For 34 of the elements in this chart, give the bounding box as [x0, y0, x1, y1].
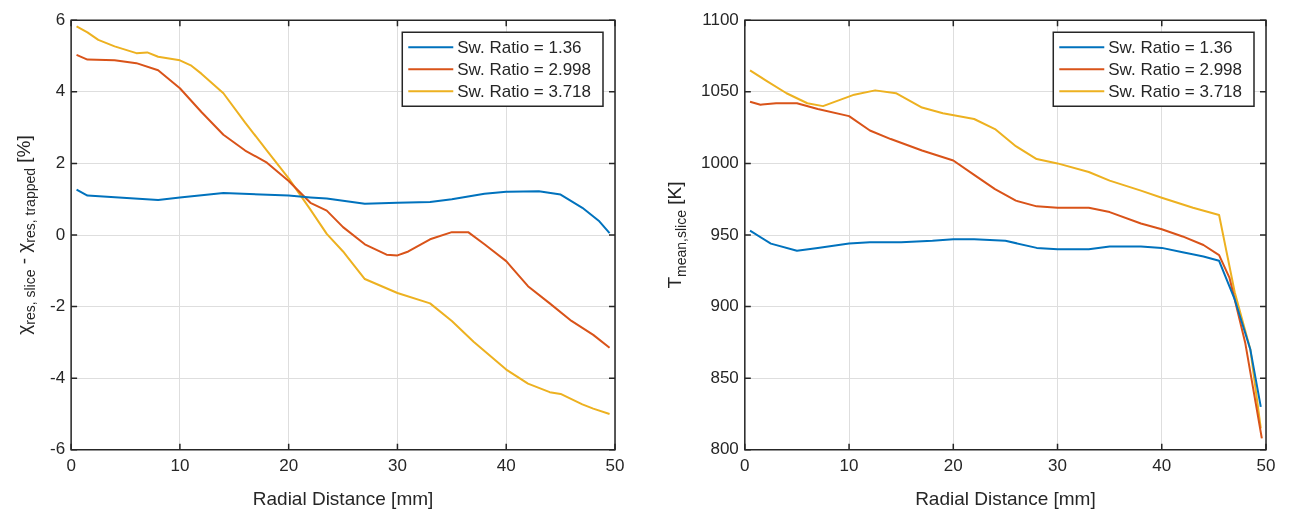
- x-axis-title: Radial Distance [mm]: [915, 487, 1096, 509]
- x-tick-label: 40: [496, 455, 516, 475]
- x-tick-label: 30: [1048, 455, 1067, 475]
- legend-label: Sw. Ratio = 2.998: [457, 59, 592, 79]
- legend-label: Sw. Ratio = 2.998: [1108, 59, 1243, 79]
- y-tick-label: 0: [55, 224, 66, 244]
- y-tick-label: 800: [710, 439, 739, 459]
- y-axis-title: Tmean,slice [K]: [664, 181, 689, 289]
- y-tick-label: -2: [49, 296, 66, 316]
- y-tick-label: 1000: [700, 153, 739, 173]
- legend-label: Sw. Ratio = 3.718: [457, 81, 592, 101]
- y-tick-label: 6: [55, 9, 66, 29]
- x-tick-label: 40: [1152, 455, 1172, 475]
- legend-label: Sw. Ratio = 3.718: [1108, 81, 1243, 101]
- x-tick-label: 10: [170, 455, 190, 475]
- x-axis-title: Radial Distance [mm]: [252, 487, 434, 509]
- x-tick-label: 10: [839, 455, 859, 475]
- y-tick-label: -4: [49, 367, 66, 387]
- y-tick-label: 850: [710, 367, 739, 387]
- x-tick-label: 50: [1256, 455, 1276, 475]
- y-axis-title: χres, slice - χres, trapped [%]: [13, 135, 38, 335]
- x-tick-label: 20: [279, 455, 299, 475]
- legend-label: Sw. Ratio = 1.36: [457, 37, 582, 57]
- y-tick-label: 1100: [702, 9, 739, 29]
- x-tick-label: 20: [943, 455, 963, 475]
- y-tick-label: 950: [710, 224, 739, 244]
- legend-label: Sw. Ratio = 1.36: [1108, 37, 1233, 57]
- x-tick-label: 30: [387, 455, 407, 475]
- x-tick-label: 50: [605, 455, 625, 475]
- y-tick-label: 900: [710, 296, 739, 316]
- y-tick-label: 2: [55, 153, 66, 173]
- y-tick-label: 1050: [700, 81, 739, 101]
- y-tick-label: -6: [49, 439, 66, 459]
- y-tick-label: 4: [55, 81, 66, 101]
